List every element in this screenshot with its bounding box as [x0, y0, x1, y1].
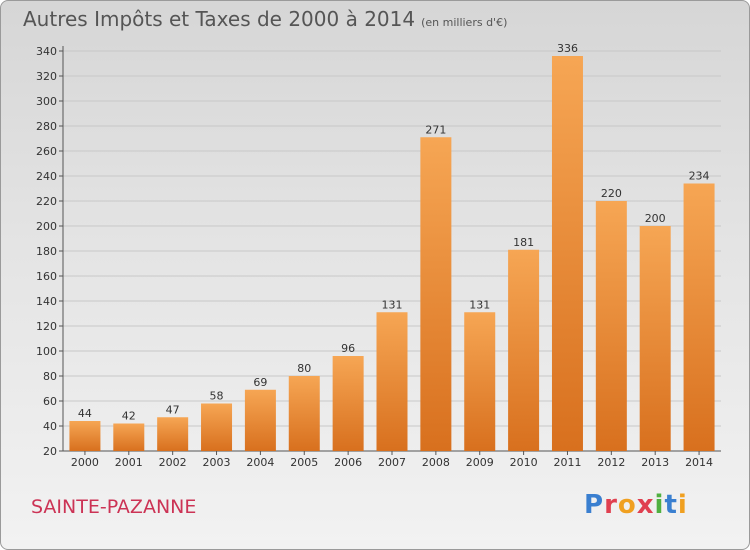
bar	[201, 403, 233, 451]
logo-letter: i	[654, 490, 665, 520]
x-tick-label: 2004	[246, 456, 274, 469]
data-label: 234	[689, 170, 710, 183]
data-label: 181	[513, 236, 534, 249]
labels: 20 40 60 80 100 120 140 160 180 200 220 240 260 280 30…	[36, 42, 713, 469]
logo-letter: i	[677, 490, 688, 520]
bar	[376, 312, 408, 451]
data-label: 220	[601, 187, 622, 200]
logo-letter: P	[584, 490, 605, 520]
data-label: 96	[341, 342, 355, 355]
bar	[420, 137, 452, 451]
chart-unit: (en milliers d'€)	[421, 16, 508, 29]
y-tick-label: 280	[36, 120, 57, 133]
proxiti-logo: Proxiti	[584, 490, 688, 520]
y-tick-label: 60	[43, 395, 57, 408]
data-label: 271	[425, 123, 446, 136]
logo-letter: t	[664, 490, 678, 520]
x-tick-label: 2012	[597, 456, 625, 469]
x-tick-label: 2002	[159, 456, 187, 469]
x-tick-label: 2005	[290, 456, 318, 469]
x-tick-label: 2008	[422, 456, 450, 469]
data-label: 44	[78, 407, 92, 420]
y-tick-label: 260	[36, 145, 57, 158]
bar	[639, 226, 671, 451]
chart-title: Autres Impôts et Taxes de 2000 à 2014	[23, 7, 416, 31]
bar	[113, 423, 145, 451]
bar	[69, 421, 101, 451]
bar	[683, 183, 715, 451]
data-label: 131	[382, 298, 403, 311]
bar	[244, 389, 276, 451]
y-tick-label: 40	[43, 420, 57, 433]
data-label: 80	[297, 362, 311, 375]
y-tick-label: 120	[36, 320, 57, 333]
bar	[551, 56, 583, 451]
bar	[157, 417, 189, 451]
x-tick-label: 2000	[71, 456, 99, 469]
logo-letter: r	[604, 490, 618, 520]
bars	[69, 56, 715, 451]
data-label: 58	[210, 390, 224, 403]
y-tick-label: 220	[36, 195, 57, 208]
x-tick-label: 2001	[115, 456, 143, 469]
data-label: 336	[557, 42, 578, 55]
bar	[332, 356, 364, 451]
y-tick-label: 160	[36, 270, 57, 283]
chart-title-block: Autres Impôts et Taxes de 2000 à 2014 (en…	[23, 7, 507, 31]
y-tick-label: 20	[43, 445, 57, 458]
data-label: 200	[645, 212, 666, 225]
y-tick-label: 300	[36, 95, 57, 108]
bar	[288, 376, 320, 451]
data-label: 69	[253, 376, 267, 389]
y-tick-label: 80	[43, 370, 57, 383]
bar	[464, 312, 496, 451]
x-tick-label: 2013	[641, 456, 669, 469]
commune-name: SAINTE-PAZANNE	[31, 496, 197, 518]
logo-letter: o	[617, 490, 637, 520]
x-tick-label: 2007	[378, 456, 406, 469]
y-tick-label: 180	[36, 245, 57, 258]
x-tick-label: 2006	[334, 456, 362, 469]
data-label: 131	[469, 298, 490, 311]
y-tick-label: 100	[36, 345, 57, 358]
x-tick-label: 2011	[553, 456, 581, 469]
data-label: 47	[166, 403, 180, 416]
x-tick-label: 2014	[685, 456, 713, 469]
y-tick-label: 200	[36, 220, 57, 233]
logo-letter: x	[636, 490, 655, 520]
y-tick-label: 140	[36, 295, 57, 308]
x-tick-label: 2010	[510, 456, 538, 469]
y-tick-label: 240	[36, 170, 57, 183]
x-tick-label: 2003	[203, 456, 231, 469]
bar	[508, 249, 540, 451]
y-tick-label: 320	[36, 70, 57, 83]
x-tick-label: 2009	[466, 456, 494, 469]
y-tick-label: 340	[36, 45, 57, 58]
data-label: 42	[122, 410, 136, 423]
bar	[595, 201, 627, 451]
